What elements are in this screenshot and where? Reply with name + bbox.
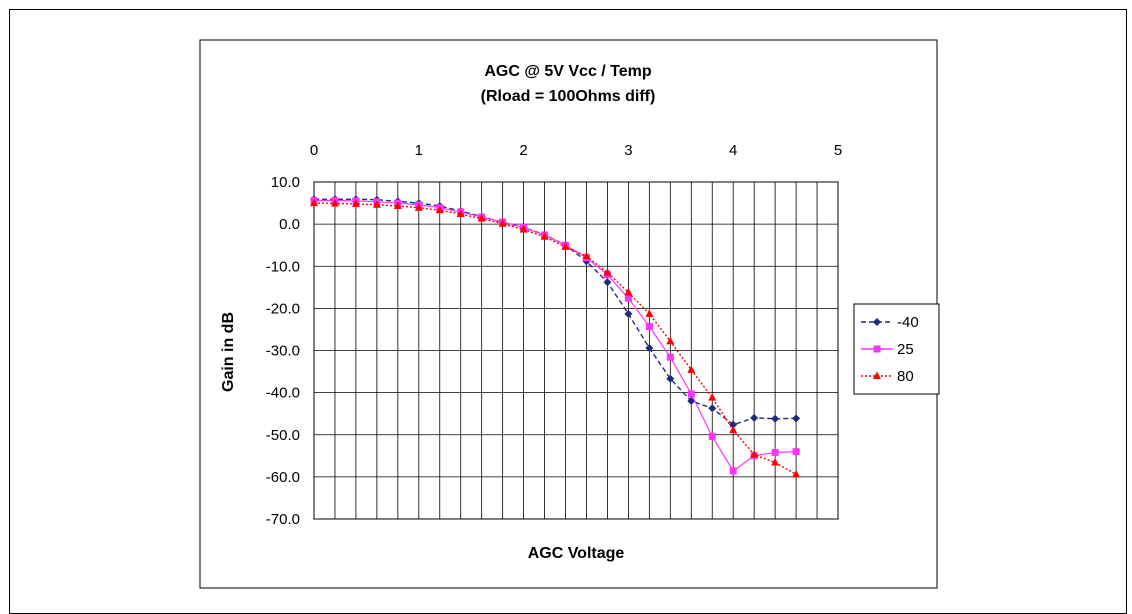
data-point bbox=[603, 268, 612, 276]
data-point bbox=[750, 450, 759, 458]
y-tick-label: 10.0 bbox=[271, 174, 300, 191]
data-point bbox=[582, 251, 591, 260]
y-tick-label: -50.0 bbox=[266, 427, 300, 444]
data-point bbox=[687, 390, 695, 398]
data-point bbox=[414, 203, 423, 211]
data-point bbox=[310, 198, 318, 207]
data-point bbox=[477, 214, 486, 222]
data-point bbox=[708, 432, 716, 440]
data-point bbox=[624, 309, 633, 318]
data-point bbox=[519, 225, 528, 233]
y-tick-label: -60.0 bbox=[266, 469, 300, 486]
legend-label: -40 bbox=[897, 314, 919, 331]
data-point bbox=[645, 309, 654, 317]
data-point bbox=[351, 199, 360, 207]
data-point bbox=[393, 201, 402, 210]
data-point bbox=[750, 413, 759, 422]
data-point bbox=[792, 414, 801, 423]
chart-subtitle: (Rload = 100Ohms diff) bbox=[481, 88, 656, 105]
data-point bbox=[498, 219, 507, 227]
data-point bbox=[708, 393, 717, 401]
x-tick-label: 5 bbox=[834, 142, 842, 159]
legend-marker bbox=[873, 345, 881, 353]
chart-area-frame bbox=[199, 39, 938, 589]
y-axis-title: Gain in dB bbox=[220, 312, 237, 392]
y-tick-label: -70.0 bbox=[266, 511, 300, 528]
data-point bbox=[456, 209, 465, 218]
legend-label: 80 bbox=[897, 368, 914, 385]
y-tick-label: -30.0 bbox=[266, 343, 300, 360]
series-lines bbox=[310, 195, 801, 478]
legend-marker bbox=[873, 318, 881, 326]
data-point bbox=[729, 425, 738, 434]
data-point bbox=[708, 404, 717, 413]
x-tick-label: 1 bbox=[415, 142, 423, 159]
y-tick-label: 0.0 bbox=[279, 216, 300, 233]
data-point bbox=[792, 448, 800, 456]
data-point bbox=[771, 458, 780, 466]
data-point bbox=[330, 198, 339, 207]
x-tick-label: 4 bbox=[729, 142, 737, 159]
data-point bbox=[729, 467, 737, 475]
data-point bbox=[540, 232, 549, 240]
data-point bbox=[687, 365, 696, 373]
legend-item: 25 bbox=[861, 341, 914, 358]
data-point bbox=[666, 374, 675, 383]
legend-item: 80 bbox=[861, 368, 914, 385]
data-point bbox=[645, 343, 654, 352]
legend-item: -40 bbox=[861, 314, 919, 331]
data-point bbox=[645, 322, 653, 330]
series-line bbox=[313, 202, 797, 475]
chart-title: AGC @ 5V Vcc / Temp bbox=[484, 63, 652, 80]
x-axis-title: AGC Voltage bbox=[528, 545, 625, 562]
x-tick-label: 3 bbox=[624, 142, 632, 159]
data-point bbox=[792, 469, 801, 478]
data-point bbox=[666, 353, 674, 361]
y-tick-label: -20.0 bbox=[266, 300, 300, 317]
data-point bbox=[771, 448, 779, 456]
y-tick-label: -40.0 bbox=[266, 385, 300, 402]
data-point bbox=[624, 287, 633, 296]
x-tick-label: 0 bbox=[310, 142, 318, 159]
y-tick-label: -10.0 bbox=[266, 258, 300, 275]
series-80 bbox=[310, 198, 801, 478]
plot-area bbox=[313, 181, 839, 520]
data-point bbox=[666, 336, 675, 345]
legend-label: 25 bbox=[897, 341, 914, 358]
data-point bbox=[603, 278, 612, 287]
data-point bbox=[372, 200, 381, 208]
data-point bbox=[435, 205, 444, 214]
y-axis-ticks: 10.0 0.0 -10.0 -20.0 -30.0 -40.0 -50.0 -60.0 -70… bbox=[266, 174, 300, 528]
x-axis-ticks: 0 1 2 3 4 5 bbox=[310, 142, 842, 159]
legend-marker bbox=[873, 371, 881, 379]
legend: -40 25 80 bbox=[861, 314, 919, 385]
data-point bbox=[624, 294, 632, 302]
x-tick-label: 2 bbox=[519, 142, 527, 159]
data-point bbox=[771, 414, 780, 423]
data-point bbox=[561, 242, 570, 250]
